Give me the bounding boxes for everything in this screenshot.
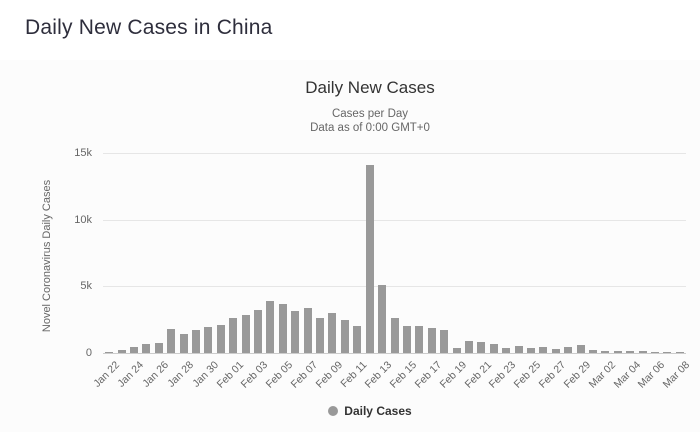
bar-jan-29[interactable] — [192, 329, 201, 353]
bar-feb-12[interactable] — [365, 164, 374, 353]
bar-mar-05[interactable] — [638, 351, 647, 353]
bar-feb-03[interactable] — [254, 309, 263, 353]
bar-jan-24[interactable] — [130, 347, 138, 353]
bar-jan-23[interactable] — [117, 349, 126, 353]
bar-feb-26[interactable] — [539, 347, 548, 353]
bar-feb-21[interactable] — [477, 342, 486, 353]
bar-feb-23[interactable] — [502, 347, 511, 353]
bar-feb-02[interactable] — [241, 315, 250, 353]
bar-mar-08[interactable] — [675, 352, 684, 353]
bar-feb-14[interactable] — [390, 317, 399, 353]
bar-mar-06[interactable] — [650, 351, 659, 353]
bar-mar-03[interactable] — [613, 351, 622, 353]
bar-feb-13[interactable] — [378, 285, 387, 353]
legend-marker-icon — [328, 406, 339, 416]
bar-feb-25[interactable] — [526, 347, 535, 353]
bar-feb-17[interactable] — [427, 327, 436, 353]
bar-feb-04[interactable] — [266, 301, 275, 353]
bar-feb-11[interactable] — [353, 326, 362, 353]
bar-feb-27[interactable] — [551, 348, 560, 353]
bar-feb-09[interactable] — [328, 313, 337, 353]
bar-feb-16[interactable] — [415, 325, 424, 353]
bar-feb-29[interactable] — [576, 345, 585, 353]
chart-subtitle-line1: Cases per Day — [331, 108, 409, 120]
bar-feb-22[interactable] — [489, 344, 498, 353]
daily-new-cases-chart — [0, 60, 700, 432]
bar-feb-19[interactable] — [452, 347, 461, 353]
bar-feb-06[interactable] — [291, 311, 300, 353]
page-title: Daily New Cases in China — [25, 16, 273, 39]
chart-subtitle: Cases per Day Data as of 0:00 GMT+0 — [40, 108, 700, 135]
bar-jan-28[interactable] — [179, 333, 188, 353]
chart-subtitle-line2: Data as of 0:00 GMT+0 — [310, 121, 430, 134]
bar-mar-01[interactable] — [588, 350, 597, 353]
chart-title: Daily New Cases — [305, 78, 435, 97]
bar-feb-15[interactable] — [402, 326, 411, 353]
bar-feb-07[interactable] — [303, 307, 312, 353]
bar-jan-31[interactable] — [216, 325, 225, 353]
bar-feb-18[interactable] — [440, 329, 449, 353]
bar-jan-30[interactable] — [204, 326, 213, 353]
bar-jan-26[interactable] — [154, 342, 163, 353]
bar-jan-27[interactable] — [167, 329, 176, 353]
bar-mar-07[interactable] — [663, 352, 672, 353]
bar-feb-08[interactable] — [316, 317, 325, 353]
y-axis-title: Novel Coronavirus Daily Cases — [41, 179, 53, 333]
bar-feb-05[interactable] — [278, 303, 287, 353]
bar-feb-24[interactable] — [514, 346, 523, 353]
bar-jan-25[interactable] — [142, 344, 151, 353]
bar-feb-10[interactable] — [340, 320, 349, 353]
bar-feb-20[interactable] — [464, 341, 473, 353]
legend-label: Daily Cases — [344, 404, 412, 418]
bar-jan-22[interactable] — [105, 351, 114, 353]
bar-feb-01[interactable] — [229, 318, 238, 353]
legend-item-daily-cases[interactable]: Daily Cases — [40, 404, 700, 418]
bar-mar-02[interactable] — [601, 351, 610, 353]
bar-feb-28[interactable] — [564, 347, 573, 353]
bar-mar-04[interactable] — [626, 351, 635, 353]
